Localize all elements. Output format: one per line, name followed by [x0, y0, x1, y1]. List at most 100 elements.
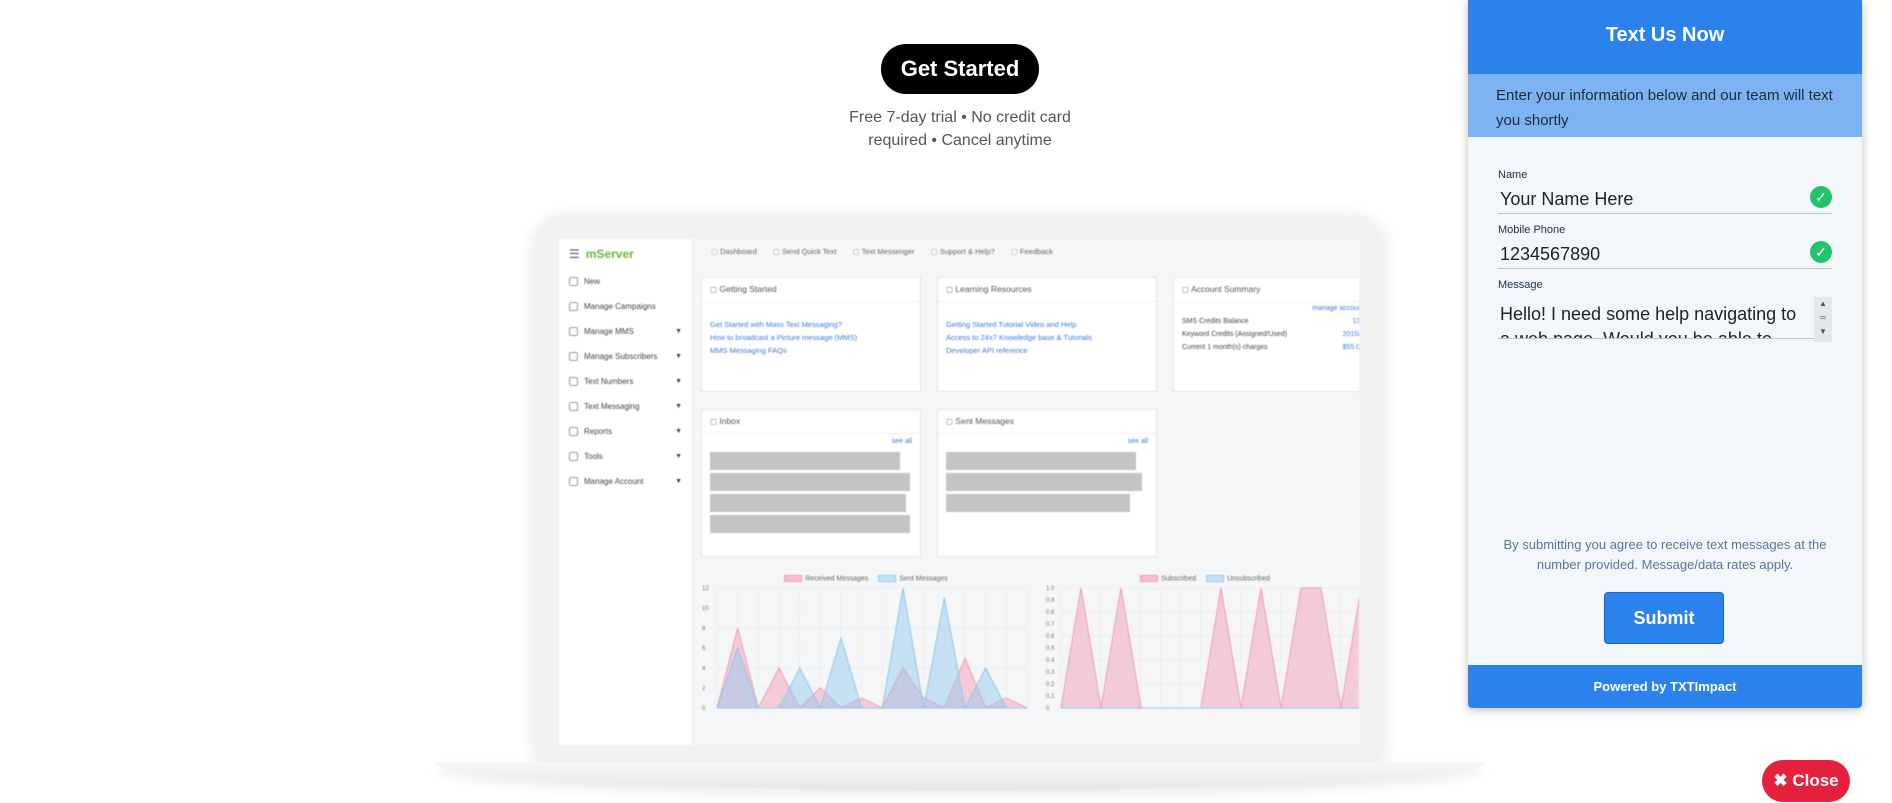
- y-tick-label: 0.5: [1046, 646, 1055, 652]
- text-us-widget: Text Us Now Enter your information below…: [1468, 0, 1862, 708]
- caret-down-icon: ▼: [675, 353, 682, 360]
- mockup-brand: mServer: [585, 247, 634, 261]
- y-tick-label: 2: [702, 686, 706, 692]
- close-button[interactable]: ✖ Close: [1762, 760, 1850, 802]
- inbox-card: Inbox see all: [701, 409, 921, 557]
- y-tick-label: 1.0: [1046, 586, 1055, 592]
- series-area: [1060, 587, 1359, 709]
- messages-chart-legend: Received Messages Sent Messages: [701, 575, 1031, 582]
- account-row-value: $55.00: [1342, 344, 1359, 351]
- phone-input[interactable]: 1234567890: [1498, 239, 1832, 269]
- inbox-see-all: see all: [891, 438, 912, 445]
- inbox-row-placeholder: [710, 452, 900, 470]
- name-input[interactable]: Your Name Here: [1498, 184, 1832, 214]
- caret-down-icon: ▼: [675, 328, 682, 335]
- mockup-sidebar-label: Reports: [584, 427, 613, 436]
- mockup-sidebar-item: Text Numbers ▼: [559, 369, 692, 394]
- y-tick-label: 0: [1046, 706, 1050, 712]
- laptop-mockup: ☰ mServer New Manage Campaigns Manage MMS ▼…: [535, 215, 1383, 767]
- caret-down-icon: ▼: [675, 428, 682, 435]
- check-icon: ✓: [1810, 186, 1832, 208]
- mockup-topnav-item: Support & Help?: [931, 247, 995, 261]
- y-tick-label: 12: [702, 586, 709, 592]
- widget-intro: Enter your information below and our tea…: [1468, 74, 1862, 137]
- scroll-up-icon[interactable]: ▲: [1819, 299, 1827, 308]
- name-field: Name Your Name Here ✓: [1498, 169, 1832, 214]
- y-tick-label: 0.8: [1046, 610, 1055, 616]
- mockup-sidebar-item: Text Messaging ▼: [559, 394, 692, 419]
- getting-started-title: Getting Started: [702, 278, 920, 302]
- account-row-value: 2010/1: [1342, 331, 1359, 338]
- submit-button[interactable]: Submit: [1604, 592, 1724, 644]
- mockup-sidebar-label: Manage MMS: [584, 327, 634, 336]
- caret-down-icon: ▼: [675, 378, 682, 385]
- mockup-sidebar-item: Manage MMS ▼: [559, 319, 692, 344]
- sent-row-placeholder: [946, 452, 1136, 470]
- account-summary-title: Account Summary: [1174, 278, 1359, 302]
- messages-chart: Received Messages Sent Messages 12 10 8 6 4 2…: [701, 575, 1031, 745]
- inbox-row-placeholder: [710, 494, 906, 512]
- menu-item-icon: [569, 277, 578, 286]
- mockup-topnav-item: Send Quick Text: [773, 247, 836, 261]
- y-tick-label: 8: [702, 626, 706, 632]
- phone-field: Mobile Phone 1234567890 ✓: [1498, 224, 1832, 269]
- legend-received: Received Messages: [784, 575, 868, 582]
- menu-item-icon: [569, 327, 578, 336]
- y-tick-label: 0: [702, 706, 706, 712]
- mockup-logo: ☰ mServer: [559, 239, 692, 269]
- get-started-button[interactable]: Get Started: [880, 44, 1040, 94]
- menu-item-icon: [569, 477, 578, 486]
- account-row-label: Keyword Credits (Assigned/Used): [1182, 331, 1288, 338]
- close-icon: ✖: [1773, 771, 1788, 790]
- account-row-label: Current 1 month(s) charges: [1182, 344, 1268, 351]
- mockup-sidebar-label: Manage Subscribers: [584, 352, 658, 361]
- y-tick-label: 0.1: [1046, 694, 1055, 700]
- sent-messages-card: Sent Messages see all: [937, 409, 1157, 557]
- y-tick-label: 0.9: [1046, 598, 1055, 604]
- trial-note-line-2: required • Cancel anytime: [868, 132, 1052, 149]
- terms-note: By submitting you agree to receive text …: [1503, 537, 1827, 572]
- mockup-sidebar-item: Manage Subscribers ▼: [559, 344, 692, 369]
- phone-label: Mobile Phone: [1498, 224, 1566, 236]
- message-textarea[interactable]: Hello! I need some help navigating to a …: [1498, 294, 1832, 339]
- message-field: Message Hello! I need some help navigati…: [1498, 279, 1832, 342]
- mockup-sidebar-item: Reports ▼: [559, 419, 692, 444]
- menu-item-icon: [569, 377, 578, 386]
- getting-started-link: MMS Messaging FAQs: [710, 346, 787, 355]
- mockup-topnav-item: Dashboard: [711, 247, 757, 261]
- legend-sent: Sent Messages: [878, 575, 948, 582]
- caret-down-icon: ▼: [675, 453, 682, 460]
- menu-icon: ☰: [569, 247, 580, 261]
- sent-row-placeholder: [946, 473, 1142, 491]
- message-label: Message: [1498, 279, 1543, 291]
- series-area: [716, 588, 1027, 710]
- account-rows: SMS Credits Balance 139 Keyword Credits (A…: [1174, 315, 1359, 354]
- mockup-sidebar-label: New: [584, 277, 601, 286]
- y-tick-label: 0.6: [1046, 634, 1055, 640]
- mockup-topnav-item: Feedback: [1011, 247, 1053, 261]
- legend-received-label: Received Messages: [805, 575, 869, 583]
- scroll-down-icon[interactable]: ▼: [1819, 327, 1827, 336]
- name-label: Name: [1498, 169, 1528, 181]
- widget-form: Name Your Name Here ✓ Mobile Phone 12345…: [1468, 137, 1862, 342]
- close-label: Close: [1792, 771, 1839, 790]
- inbox-row-placeholder: [710, 515, 910, 533]
- subscribers-chart-plot: 1.0 0.9 0.8 0.7 0.6 0.5 0.4 0.3 0.2 0.1 0: [1046, 586, 1359, 712]
- mockup-topnav: Dashboard Send Quick Text Text Messenger Su…: [693, 239, 1359, 269]
- learning-resources-title: Learning Resources: [938, 278, 1156, 302]
- manage-account-link: manage account: [1312, 305, 1359, 312]
- trial-note: Free 7-day trial • No credit card requir…: [780, 106, 1140, 152]
- mockup-sidebar-item: Manage Campaigns: [559, 294, 692, 319]
- hero: Get Started Free 7-day trial • No credit…: [780, 44, 1140, 152]
- mockup-sidebar: ☰ mServer New Manage Campaigns Manage MMS ▼…: [559, 239, 693, 745]
- scroll-thumb[interactable]: ═: [1820, 313, 1826, 322]
- legend-subscribed-label: Subscribed: [1161, 575, 1197, 583]
- caret-down-icon: ▼: [675, 478, 682, 485]
- legend-unsubscribed-label: Unsubscribed: [1227, 575, 1270, 583]
- menu-item-icon: [569, 402, 578, 411]
- y-tick-label: 10: [702, 606, 709, 612]
- learning-resources-card: Learning Resources Getting Started Tutor…: [937, 277, 1157, 392]
- message-scrollbar[interactable]: ▲ ═ ▼: [1814, 297, 1832, 342]
- account-row: Keyword Credits (Assigned/Used) 2010/1: [1174, 328, 1359, 341]
